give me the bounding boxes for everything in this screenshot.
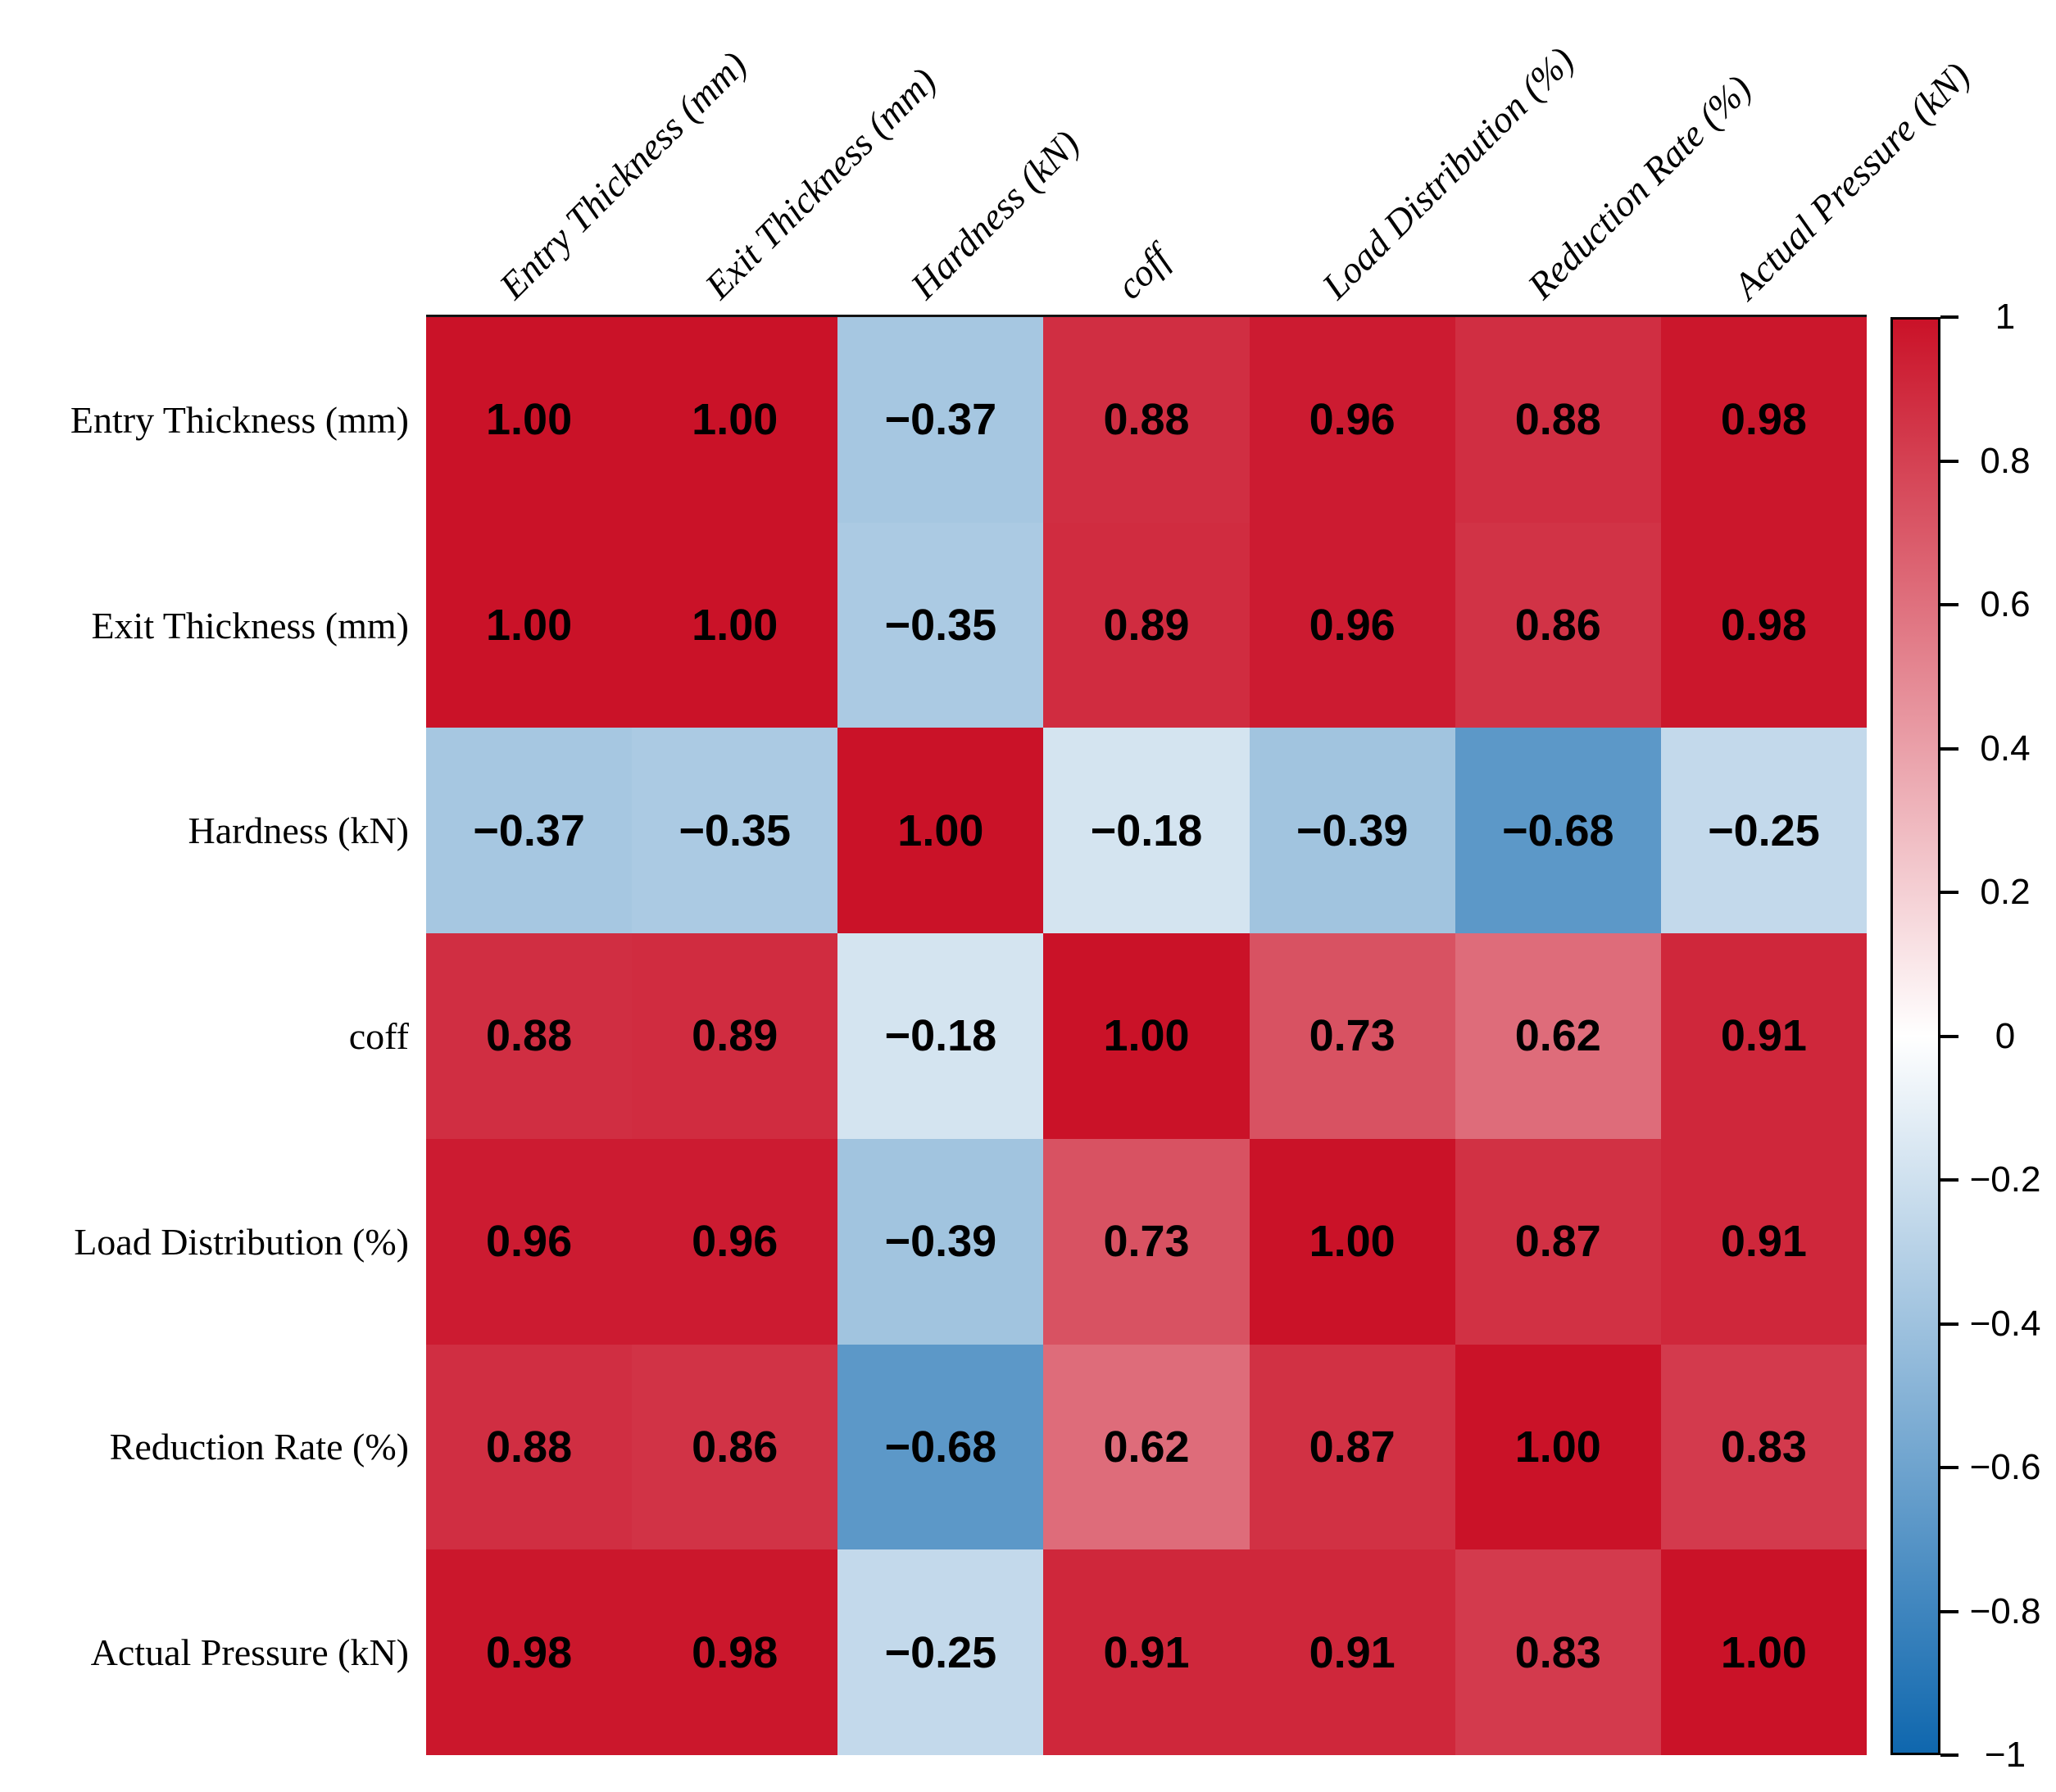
colorbar-tick-label-8: −0.6 <box>1969 1447 2041 1487</box>
heatmap-cell-r6-c0: 0.98 <box>426 1549 633 1755</box>
heatmap-cell-r5-c1: 0.86 <box>632 1344 838 1550</box>
heatmap-cell-r2-c0: −0.37 <box>426 728 633 934</box>
colorbar-tick-2 <box>1940 603 1958 606</box>
colorbar-tick-4 <box>1940 891 1958 894</box>
heatmap-cell-r5-c5: 1.00 <box>1455 1344 1661 1550</box>
heatmap-cell-r5-c6: 0.83 <box>1660 1344 1867 1550</box>
column-label-1: Exit Thickness (mm) <box>697 59 944 307</box>
heatmap-cell-r3-c2: −0.18 <box>837 933 1044 1139</box>
heatmap-cell-r1-c5: 0.86 <box>1455 522 1661 728</box>
heatmap-cell-r3-c3: 1.00 <box>1043 933 1250 1139</box>
colorbar-tick-7 <box>1940 1322 1958 1326</box>
heatmap-cell-r6-c2: −0.25 <box>837 1549 1044 1755</box>
heatmap-cell-r6-c6: 1.00 <box>1660 1549 1867 1755</box>
column-label-3: coff <box>1108 237 1178 307</box>
heatmap-cell-r2-c2: 1.00 <box>837 728 1044 934</box>
colorbar-tick-label-10: −1 <box>1984 1735 2026 1775</box>
colorbar-tick-label-6: −0.2 <box>1969 1159 2041 1200</box>
row-label-4: Load Distribution (%) <box>74 1220 409 1263</box>
heatmap-cell-r1-c4: 0.96 <box>1249 522 1455 728</box>
colorbar-tick-label-7: −0.4 <box>1969 1303 2041 1344</box>
heatmap-cell-r2-c1: −0.35 <box>632 728 838 934</box>
colorbar-tick-1 <box>1940 459 1958 463</box>
heatmap-cell-r1-c2: −0.35 <box>837 522 1044 728</box>
heatmap-cell-r1-c3: 0.89 <box>1043 522 1250 728</box>
heatmap-cell-r3-c0: 0.88 <box>426 933 633 1139</box>
heatmap-cell-r0-c2: −0.37 <box>837 317 1044 523</box>
heatmap-cell-r4-c6: 0.91 <box>1660 1138 1867 1345</box>
heatmap-cell-r0-c3: 0.88 <box>1043 317 1250 523</box>
heatmap-cell-r6-c5: 0.83 <box>1455 1549 1661 1755</box>
heatmap-cell-r3-c5: 0.62 <box>1455 933 1661 1139</box>
heatmap-cell-r0-c6: 0.98 <box>1660 317 1867 523</box>
colorbar-tick-6 <box>1940 1178 1958 1182</box>
row-label-5: Reduction Rate (%) <box>109 1426 409 1468</box>
heatmap-cell-r5-c0: 0.88 <box>426 1344 633 1550</box>
heatmap-cell-r0-c1: 1.00 <box>632 317 838 523</box>
heatmap-cell-r2-c3: −0.18 <box>1043 728 1250 934</box>
colorbar-tick-5 <box>1940 1034 1958 1038</box>
heatmap-cell-r1-c6: 0.98 <box>1660 522 1867 728</box>
colorbar-gradient <box>1890 317 1940 1755</box>
row-label-2: Hardness (kN) <box>188 810 409 852</box>
heatmap-cell-r5-c3: 0.62 <box>1043 1344 1250 1550</box>
colorbar-tick-3 <box>1940 746 1958 751</box>
heatmap-cell-r4-c3: 0.73 <box>1043 1138 1250 1345</box>
colorbar-tick-label-1: 0.8 <box>1980 440 2031 481</box>
heatmap-cell-r0-c4: 0.96 <box>1249 317 1455 523</box>
heatmap-cell-r6-c3: 0.91 <box>1043 1549 1250 1755</box>
heatmap-cell-r2-c5: −0.68 <box>1455 728 1661 934</box>
colorbar-tick-label-5: 0 <box>1995 1015 2016 1056</box>
heatmap-cell-r4-c5: 0.87 <box>1455 1138 1661 1345</box>
colorbar-tick-label-2: 0.6 <box>1980 584 2031 624</box>
heatmap-grid: 1.00 1.00 −0.37 0.88 0.96 0.88 0.98 1.00 1.00 −0.… <box>426 317 1867 1755</box>
heatmap-cell-r4-c1: 0.96 <box>632 1138 838 1345</box>
heatmap-cell-r3-c6: 0.91 <box>1660 933 1867 1139</box>
row-label-6: Actual Pressure (kN) <box>90 1631 409 1674</box>
colorbar-tick-label-4: 0.2 <box>1980 872 2031 912</box>
heatmap-cell-r4-c0: 0.96 <box>426 1138 633 1345</box>
heatmap-cell-r2-c6: −0.25 <box>1660 728 1867 934</box>
colorbar-tick-9 <box>1940 1609 1958 1613</box>
colorbar-tick-label-9: −0.8 <box>1969 1590 2041 1631</box>
colorbar-tick-10 <box>1940 1753 1958 1757</box>
colorbar-tick-label-3: 0.4 <box>1980 728 2031 769</box>
heatmap-cell-r0-c0: 1.00 <box>426 317 633 523</box>
colorbar-tick-8 <box>1940 1466 1958 1469</box>
column-label-6: Actual Pressure (kN) <box>1725 54 1979 307</box>
column-label-2: Hardness (kN) <box>902 121 1087 307</box>
heatmap-cell-r5-c4: 0.87 <box>1249 1344 1455 1550</box>
heatmap-cell-r6-c1: 0.98 <box>632 1549 838 1755</box>
heatmap-cell-r6-c4: 0.91 <box>1249 1549 1455 1755</box>
colorbar-tick-label-0: 1 <box>1995 297 2016 337</box>
row-label-3: coff <box>348 1014 409 1057</box>
heatmap-cell-r0-c5: 0.88 <box>1455 317 1661 523</box>
row-label-1: Exit Thickness (mm) <box>91 604 409 646</box>
heatmap-cell-r4-c2: −0.39 <box>837 1138 1044 1345</box>
heatmap-cell-r3-c1: 0.89 <box>632 933 838 1139</box>
column-label-5: Reduction Rate (%) <box>1519 66 1760 307</box>
heatmap-cell-r4-c4: 1.00 <box>1249 1138 1455 1345</box>
heatmap-cell-r1-c0: 1.00 <box>426 522 633 728</box>
matrix-top-spine <box>426 315 1867 317</box>
heatmap-cell-r5-c2: −0.68 <box>837 1344 1044 1550</box>
heatmap-cell-r1-c1: 1.00 <box>632 522 838 728</box>
heatmap-cell-r3-c4: 0.73 <box>1249 933 1455 1139</box>
colorbar-tick-0 <box>1940 315 1958 319</box>
row-label-0: Entry Thickness (mm) <box>70 398 409 441</box>
heatmap-cell-r2-c4: −0.39 <box>1249 728 1455 934</box>
